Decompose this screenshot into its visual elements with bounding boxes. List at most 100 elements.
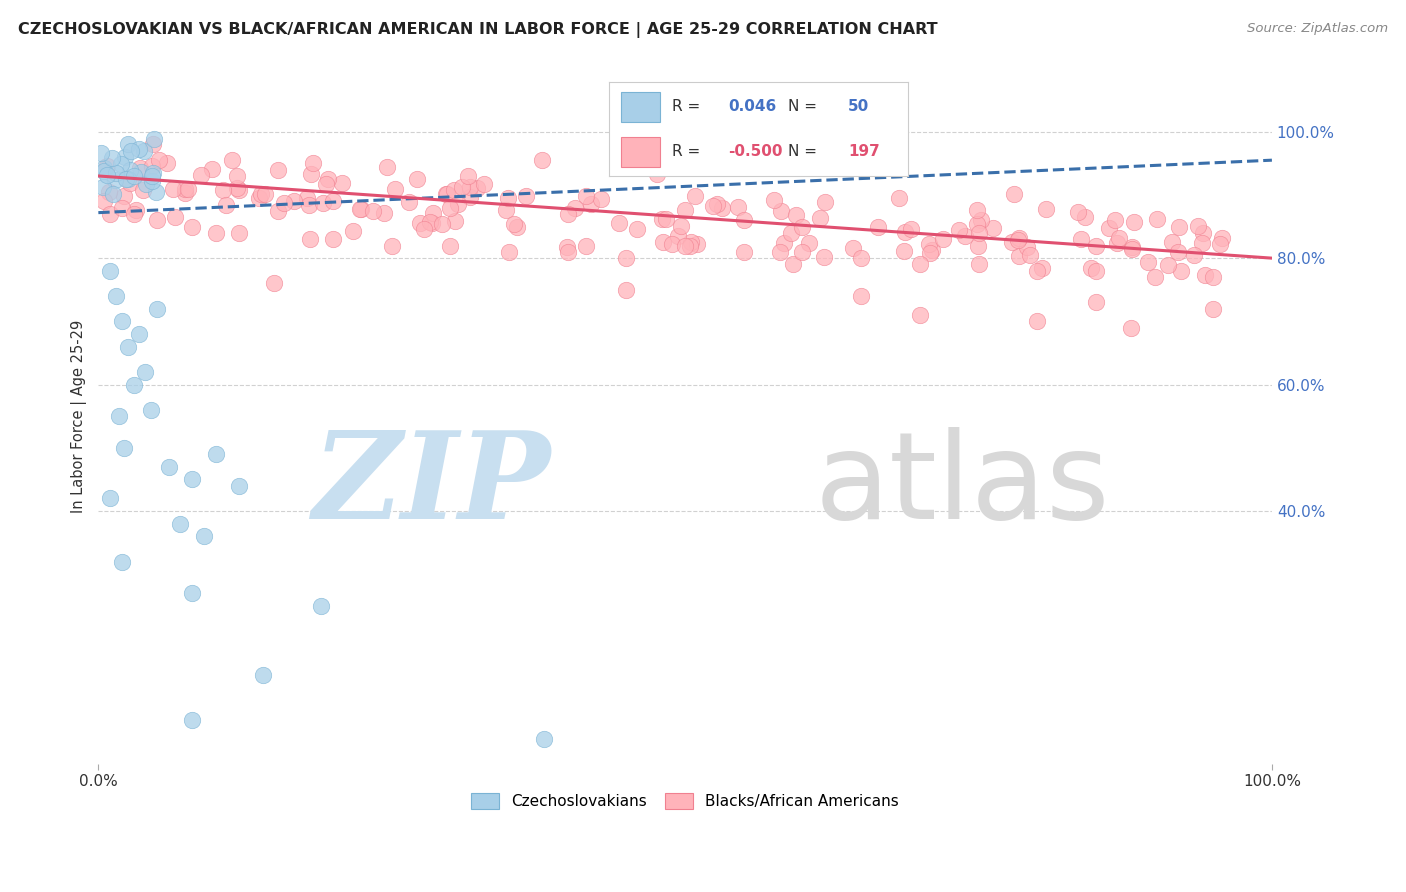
Point <box>451 180 474 194</box>
Point <box>114 150 136 164</box>
Point <box>420 215 443 229</box>
Point <box>1104 212 1126 227</box>
Text: CZECHOSLOVAKIAN VS BLACK/AFRICAN AMERICAN IN LABOR FORCE | AGE 25-29 CORRELATION: CZECHOSLOVAKIAN VS BLACK/AFRICAN AMERICA… <box>18 22 938 38</box>
Point <box>1146 211 1168 226</box>
Point <box>181 713 204 727</box>
Point <box>706 196 728 211</box>
Point <box>111 555 134 569</box>
Point <box>301 156 323 170</box>
Point <box>322 232 344 246</box>
Point <box>134 365 156 379</box>
Point <box>1119 320 1142 334</box>
Point <box>1015 240 1038 254</box>
Point <box>361 203 384 218</box>
Point <box>298 198 321 212</box>
Point <box>436 187 458 202</box>
Point <box>1097 221 1119 235</box>
Point <box>908 257 931 271</box>
Point <box>225 181 247 195</box>
Point <box>98 264 121 278</box>
Point <box>443 214 465 228</box>
Point <box>668 229 690 244</box>
Point <box>98 207 121 221</box>
Point <box>146 301 169 316</box>
Point <box>967 239 990 253</box>
Point <box>651 211 673 226</box>
Point <box>215 198 238 212</box>
Point <box>495 203 517 218</box>
Point <box>349 202 371 217</box>
Point <box>91 179 114 194</box>
Point <box>228 479 250 493</box>
Point <box>808 211 831 225</box>
Point <box>142 166 165 180</box>
Point <box>212 182 235 196</box>
Point <box>564 201 586 215</box>
Text: Source: ZipAtlas.com: Source: ZipAtlas.com <box>1247 22 1388 36</box>
Point <box>1026 314 1049 328</box>
Point <box>769 204 792 219</box>
Point <box>733 244 755 259</box>
Point <box>652 235 675 249</box>
Text: atlas: atlas <box>814 427 1109 544</box>
Point <box>679 238 702 252</box>
Point <box>1160 235 1182 249</box>
Point <box>177 182 200 196</box>
Point <box>422 205 444 219</box>
Point <box>263 277 285 291</box>
Point <box>814 195 837 210</box>
Point <box>105 166 128 180</box>
Point <box>141 159 163 173</box>
Point <box>156 156 179 170</box>
Point <box>108 409 131 424</box>
Point <box>502 217 524 231</box>
Point <box>889 191 911 205</box>
Point <box>252 668 274 682</box>
Point <box>792 244 814 259</box>
Point <box>918 237 941 252</box>
Point <box>330 177 353 191</box>
Point <box>128 142 150 156</box>
Point <box>349 202 371 216</box>
Point <box>142 137 165 152</box>
Point <box>1031 260 1053 275</box>
Point <box>398 195 420 210</box>
Point <box>669 219 692 233</box>
Point <box>842 241 865 255</box>
Point <box>110 157 132 171</box>
Point <box>966 217 988 231</box>
Point <box>173 182 195 196</box>
Point <box>193 529 215 543</box>
Point <box>772 235 794 250</box>
Point <box>120 145 142 159</box>
Point <box>1084 264 1107 278</box>
Point <box>1121 240 1143 254</box>
Point <box>1170 264 1192 278</box>
Point <box>661 237 683 252</box>
Point <box>981 220 1004 235</box>
Point <box>472 178 495 192</box>
Point <box>97 186 120 200</box>
Point <box>114 172 136 186</box>
Point <box>201 162 224 177</box>
Point <box>120 163 142 178</box>
Point <box>267 162 290 177</box>
Point <box>465 181 488 195</box>
Point <box>267 204 290 219</box>
Point <box>782 257 804 271</box>
Point <box>381 238 404 252</box>
Point <box>1084 238 1107 252</box>
Point <box>90 146 112 161</box>
Point <box>342 224 364 238</box>
Point <box>225 169 247 183</box>
Point <box>143 132 166 146</box>
Point <box>932 232 955 246</box>
Point <box>967 257 990 271</box>
Point <box>128 326 150 341</box>
Point <box>616 251 638 265</box>
Point <box>1019 248 1042 262</box>
Point <box>125 202 148 217</box>
Legend: Czechoslovakians, Blacks/African Americans: Czechoslovakians, Blacks/African America… <box>465 787 905 815</box>
Point <box>1167 219 1189 234</box>
Point <box>918 246 941 260</box>
